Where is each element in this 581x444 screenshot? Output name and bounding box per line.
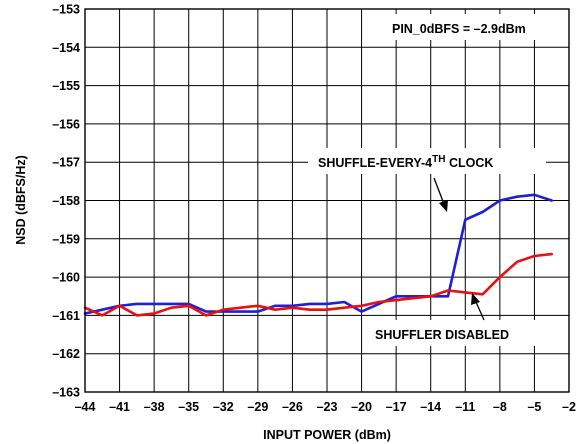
x-tick-label: –8 [493,400,507,414]
disabled-arrow-line [475,301,485,321]
disabled-arrowhead [471,293,480,305]
shuffle-arrow-line [433,177,445,205]
y-tick-labels: –153 –154 –155 –156 –157 –158 –159 –160 –161 –162… [52,3,80,400]
x-tick-label: –14 [420,400,441,414]
pin-label-box [380,14,565,40]
x-tick-label: –2 [562,400,576,414]
x-tick-label: –44 [75,400,96,414]
series-group [83,193,554,317]
y-tick-label: –161 [52,309,80,323]
pin-annotation: PIN_0dBFS = –2.9dBm [392,22,526,36]
shuffle-label-box [308,148,546,174]
shuffle-annotation: SHUFFLE-EVERY-4TH CLOCK [318,154,493,170]
y-tick-label: –155 [52,79,80,93]
y-tick-label: –158 [52,194,80,208]
y-tick-label: –156 [52,117,80,131]
x-tick-label: –17 [386,400,407,414]
y-tick-label: –159 [52,232,80,246]
plot-frame [84,8,570,393]
y-axis-title: NSD (dBFS/Hz) [14,155,28,245]
disabled-label-box [366,320,556,346]
x-tick-label: –11 [455,400,475,414]
x-tick-label: –41 [109,400,130,414]
shuffle-arrowhead [439,200,448,212]
x-tick-label: –35 [178,400,199,414]
x-tick-label: –38 [144,400,165,414]
x-axis-title: INPUT POWER (dBm) [263,428,391,442]
y-tick-label: –163 [52,386,80,400]
y-tick-label: –157 [52,156,80,170]
series-line-shuffle-every-4th [83,193,554,315]
x-tick-label: –23 [317,400,338,414]
y-tick-label: –162 [52,347,80,361]
x-tick-label: –29 [247,400,268,414]
y-tick-label: –160 [52,271,80,285]
x-tick-labels: –44 –41 –38 –35 –32 –29 –26 –23 –20 –17 –14 –11 –8 –5… [75,400,576,414]
x-tick-label: –26 [282,400,303,414]
series-line-shuffler-disabled [83,252,554,317]
y-tick-label: –153 [52,3,80,17]
x-tick-label: –32 [213,400,234,414]
disabled-annotation: SHUFFLER DISABLED [375,328,509,342]
y-tick-label: –154 [52,41,80,55]
x-tick-label: –5 [527,400,541,414]
x-tick-label: –20 [351,400,372,414]
